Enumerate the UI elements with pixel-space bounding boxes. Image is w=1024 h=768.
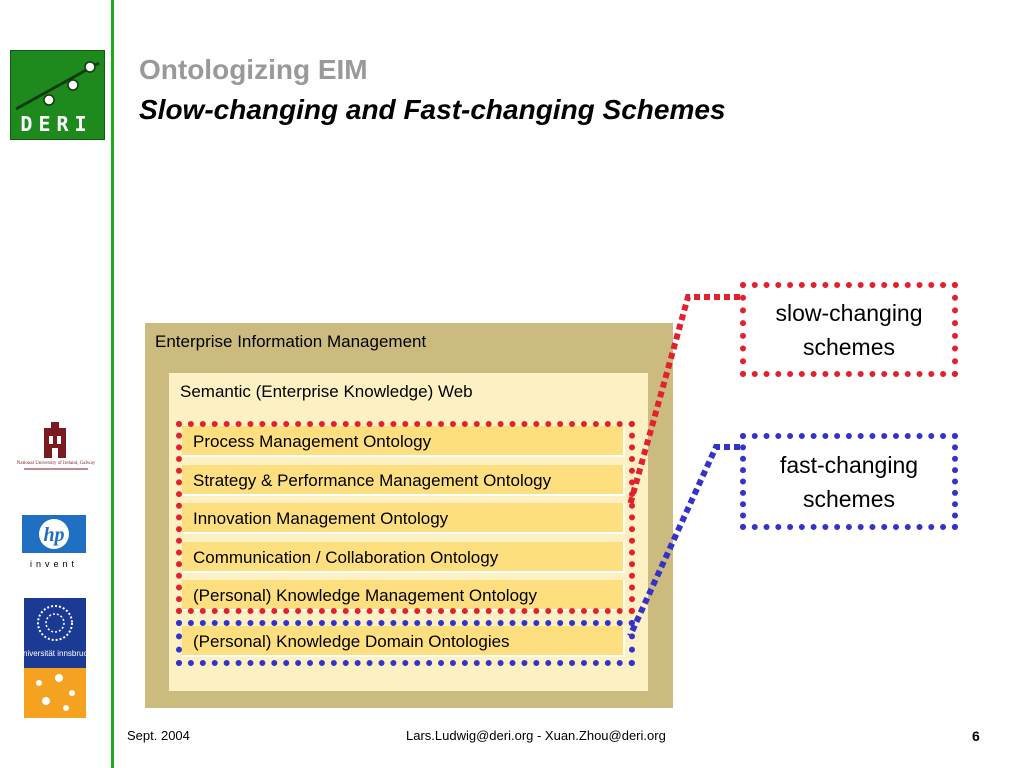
ontology-row-knowledge-mgmt: (Personal) Knowledge Management Ontology [182,580,625,611]
nuig-logo-text: National University of Ireland, Galway [17,461,96,466]
ontology-row-communication: Communication / Collaboration Ontology [182,542,625,573]
slow-callout-line-2: schemes [802,334,896,360]
footer-authors: Lars.Ludwig@deri.org - Xuan.Zhou@deri.or… [406,728,666,743]
ontology-row-innovation: Innovation Management Ontology [182,503,625,534]
fast-changing-callout [740,433,958,530]
uibk-logo: universität innsbruck [19,598,92,718]
nuig-logo: National University of Ireland, Galway [4,422,108,474]
ontology-row-process: Process Management Ontology [182,426,625,457]
sidebar-divider [111,0,114,768]
fast-changing-callout-text: fast-changing schemes [740,448,958,516]
deri-logo [10,50,105,140]
nuig-crest-icon: National University of Ireland, Galway [17,422,96,470]
fast-changing-frame [176,620,635,666]
uibk-logo-text: universität innsbruck [24,649,86,658]
fast-callout-line-1: fast-changing [779,452,919,478]
uibk-logo-graphic: universität innsbruck [19,598,92,718]
slide-title: Ontologizing EIM [139,54,368,85]
slow-changing-callout-text: slow-changing schemes [740,296,958,364]
slide-subtitle: Slow-changing and Fast-changing Schemes [139,94,726,125]
deri-logo-text: DERI [20,112,93,136]
eim-label: Enterprise Information Management [155,332,427,351]
fast-callout-line-2: schemes [802,486,896,512]
ontology-row-domain: (Personal) Knowledge Domain Ontologies [182,626,625,657]
page-number: 6 [972,728,980,744]
semantic-web-label: Semantic (Enterprise Knowledge) Web [180,382,473,401]
hp-mark-text: hp [43,524,64,546]
hp-logo: hp invent [20,513,95,573]
slow-changing-frame [176,421,635,614]
slow-callout-line-1: slow-changing [775,300,923,326]
ontology-row-strategy: Strategy & Performance Management Ontolo… [182,465,625,496]
footer-date: Sept. 2004 [127,728,190,743]
slow-changing-callout [740,282,958,377]
deri-logo-graphic [11,51,104,139]
hp-invent-text: invent [30,559,78,569]
hp-invent-icon: hp invent [22,515,86,569]
